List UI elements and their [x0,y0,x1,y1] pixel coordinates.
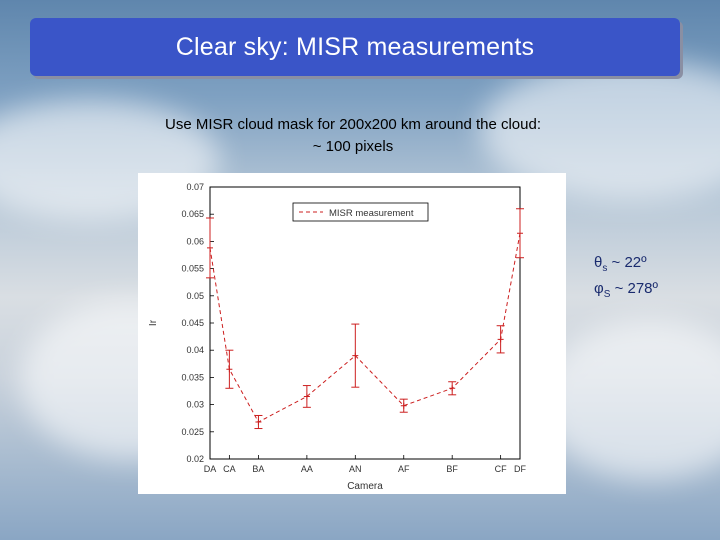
data-point [226,366,233,373]
data-point [352,352,359,359]
data-point [517,230,523,237]
y-tick-label: 0.07 [186,182,204,192]
y-tick-label: 0.03 [186,400,204,410]
y-tick-label: 0.055 [181,264,204,274]
y-tick-label: 0.06 [186,236,204,246]
x-tick-label: CF [495,464,507,474]
y-tick-label: 0.035 [181,372,204,382]
y-tick-label: 0.065 [181,209,204,219]
subtitle-line-1: Use MISR cloud mask for 200x200 km aroun… [164,116,542,133]
data-point [449,385,456,392]
subtitle-line-2: ~ 100 pixels [312,138,394,155]
theta-symbol: θ [594,254,603,271]
phi-value: ~ 278º [610,280,659,297]
x-tick-label: DF [514,464,526,474]
phi-subscript: S [603,289,611,300]
theta-value: ~ 22º [607,254,647,271]
chart-panel: 0.02 0.025 0.03 0.035 0.04 0.045 0.05 0.055 0.06… [138,173,566,494]
data-point [207,244,213,251]
chart-svg: 0.02 0.025 0.03 0.035 0.04 0.045 0.05 0.055 0.06… [148,182,526,492]
x-tick-label: BA [252,464,264,474]
x-tick-label: BF [446,464,458,474]
x-tick-label: DA [204,464,217,474]
y-tick-label: 0.04 [186,345,204,355]
data-point [497,336,504,343]
phi-symbol: φ [594,280,604,297]
x-tick-label: AA [301,464,313,474]
data-point [400,402,407,409]
x-tick-label: AF [398,464,410,474]
slide-subtitle: Use MISR cloud mask for 200x200 km aroun… [100,114,606,158]
slide-title-bar: Clear sky: MISR measurements [30,18,680,76]
data-point [303,393,310,400]
legend-box [292,202,429,222]
angle-annotations: θs ~ 22º φS ~ 278º [594,253,658,305]
solar-zenith-angle: θs ~ 22º [594,253,658,279]
y-tick-label: 0.05 [186,291,204,301]
theta-subscript: s [602,263,608,274]
slide-title: Clear sky: MISR measurements [175,32,535,61]
data-point [255,419,262,426]
y-tick-label: 0.025 [181,427,204,437]
series-line [209,233,521,423]
y-tick-label: 0.02 [186,454,204,464]
legend-label: MISR measurement [329,208,414,219]
y-tick-label: 0.045 [181,318,204,328]
x-tick-label: CA [223,464,236,474]
y-axis-label: Ir [148,319,159,326]
x-tick-label: AN [349,464,362,474]
solar-azimuth-angle: φS ~ 278º [594,279,658,305]
x-axis-label: Camera [347,481,383,492]
